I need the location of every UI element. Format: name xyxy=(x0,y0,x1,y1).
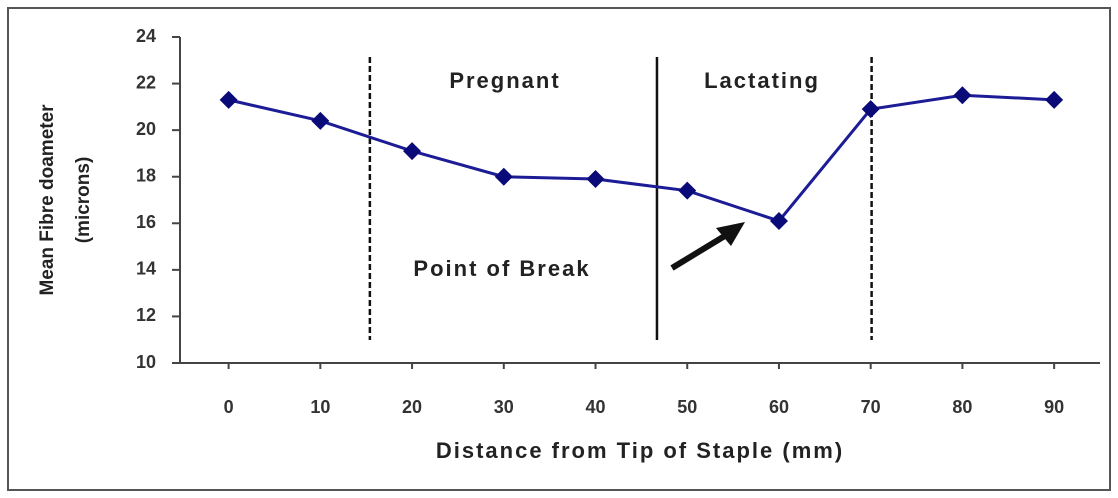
frame xyxy=(7,7,1111,491)
y-axis-label: Mean Fibre doameter xyxy=(37,104,58,296)
y-tick-label: 10 xyxy=(136,352,156,372)
x-tick-label: 90 xyxy=(1044,397,1064,417)
annotation: Pregnant xyxy=(449,68,560,93)
data-point xyxy=(494,167,513,186)
y-tick-label: 12 xyxy=(136,305,156,325)
x-axis-label: Distance from Tip of Staple (mm) xyxy=(436,438,844,463)
annotation: Lactating xyxy=(704,68,820,93)
y-axis-label: (microns) xyxy=(73,157,94,244)
annotation: Point of Break xyxy=(413,256,590,281)
data-line xyxy=(228,93,1055,223)
x-tick-label: 60 xyxy=(769,397,789,417)
x-tick-label: 40 xyxy=(585,397,605,417)
data-point xyxy=(1045,90,1064,109)
y-tick-label: 24 xyxy=(136,26,156,46)
data-point xyxy=(219,90,238,109)
arrow xyxy=(670,222,745,271)
arrow-head xyxy=(716,222,745,246)
arrow-shaft xyxy=(670,231,730,271)
y-tick-label: 20 xyxy=(136,119,156,139)
data-point xyxy=(953,86,972,105)
x-tick-label: 0 xyxy=(224,397,234,417)
data-point xyxy=(678,181,697,200)
data-point xyxy=(403,142,422,161)
data-point xyxy=(769,211,788,230)
x-tick-label: 30 xyxy=(494,397,514,417)
y-tick-label: 22 xyxy=(136,72,156,92)
x-tick-label: 10 xyxy=(310,397,330,417)
data-point xyxy=(586,170,605,189)
x-tick-label: 70 xyxy=(861,397,881,417)
y-tick-label: 14 xyxy=(136,259,156,279)
data-point xyxy=(311,111,330,130)
x-tick-label: 50 xyxy=(677,397,697,417)
x-tick-label: 80 xyxy=(952,397,972,417)
x-tick-label: 20 xyxy=(402,397,422,417)
y-tick-label: 18 xyxy=(136,165,156,185)
y-tick-label: 16 xyxy=(136,212,156,232)
data-point xyxy=(861,100,880,119)
